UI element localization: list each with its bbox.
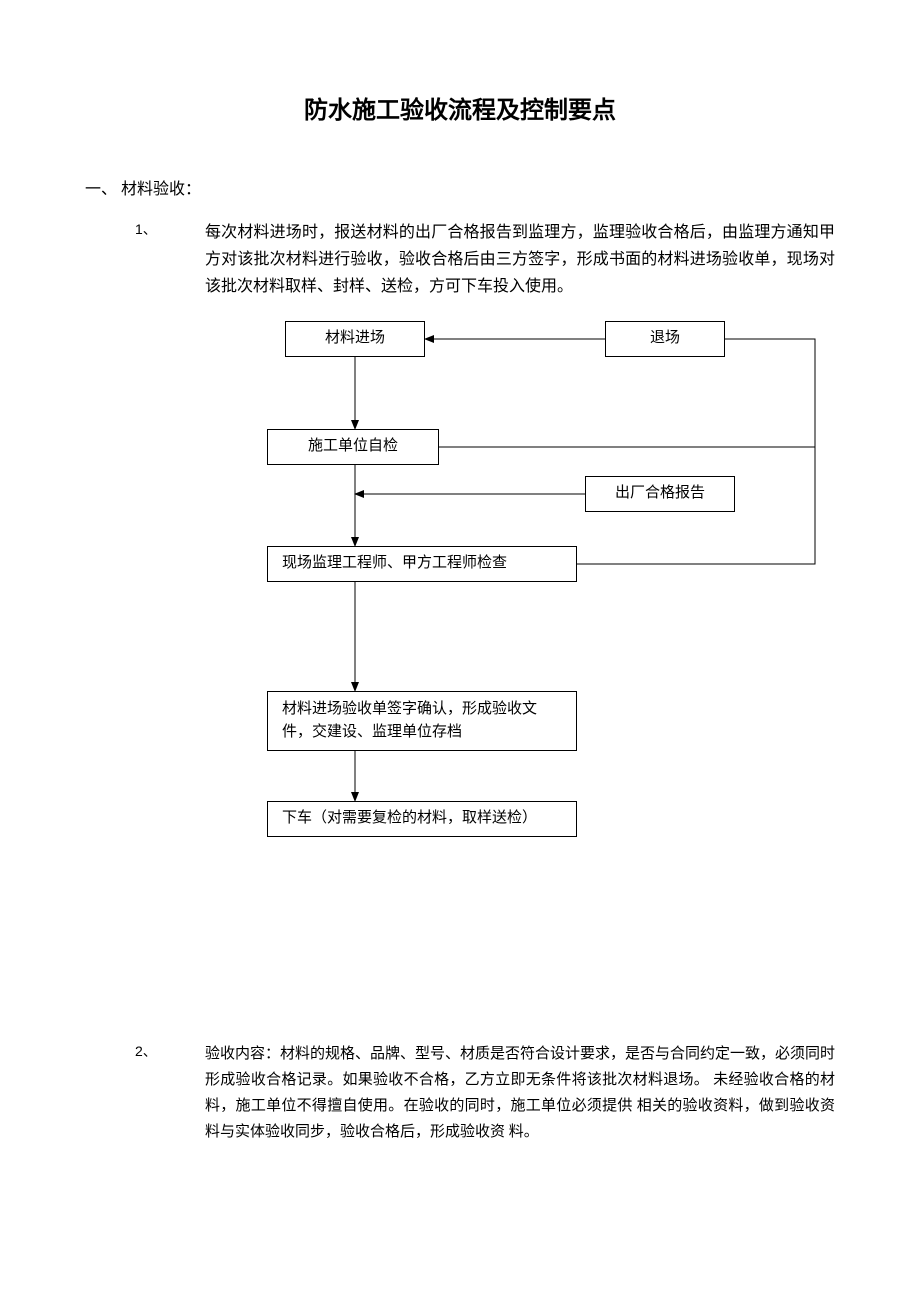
section-1-heading: 一、 材料验收：	[85, 175, 835, 199]
list-content-2: 验收内容：材料的规格、品牌、型号、材质是否符合设计要求，是否与合同约定一致，必须…	[205, 1041, 835, 1146]
material-acceptance-flowchart: 材料进场 退场施工单位自检出厂合格报告现场监理工程师、甲方工程师检查材料进场验收单…	[195, 321, 835, 881]
list-marker-2: 2、	[135, 1041, 205, 1146]
list-item-1: 1、 每次材料进场时，报送材料的出厂合格报告到监理方，监理验收合格后，由监理方通…	[85, 219, 835, 301]
flowchart-node-n3: 施工单位自检	[267, 429, 439, 465]
flowchart-node-n2: 退场	[605, 321, 725, 357]
list-item-2: 2、 验收内容：材料的规格、品牌、型号、材质是否符合设计要求，是否与合同约定一致…	[85, 1041, 835, 1146]
flowchart-node-n4: 出厂合格报告	[585, 476, 735, 512]
flowchart-node-n5: 现场监理工程师、甲方工程师检查	[267, 546, 577, 582]
flowchart-connectors	[195, 321, 835, 881]
flowchart-node-n6: 材料进场验收单签字确认，形成验收文件，交建设、监理单位存档	[267, 691, 577, 751]
flowchart-node-n7: 下车（对需要复检的材料，取样送检）	[267, 801, 577, 837]
flowchart-node-n1: 材料进场	[285, 321, 425, 357]
document-title: 防水施工验收流程及控制要点	[85, 90, 835, 125]
list-marker-1: 1、	[135, 219, 205, 301]
list-content-1: 每次材料进场时，报送材料的出厂合格报告到监理方，监理验收合格后，由监理方通知甲方…	[205, 219, 835, 301]
